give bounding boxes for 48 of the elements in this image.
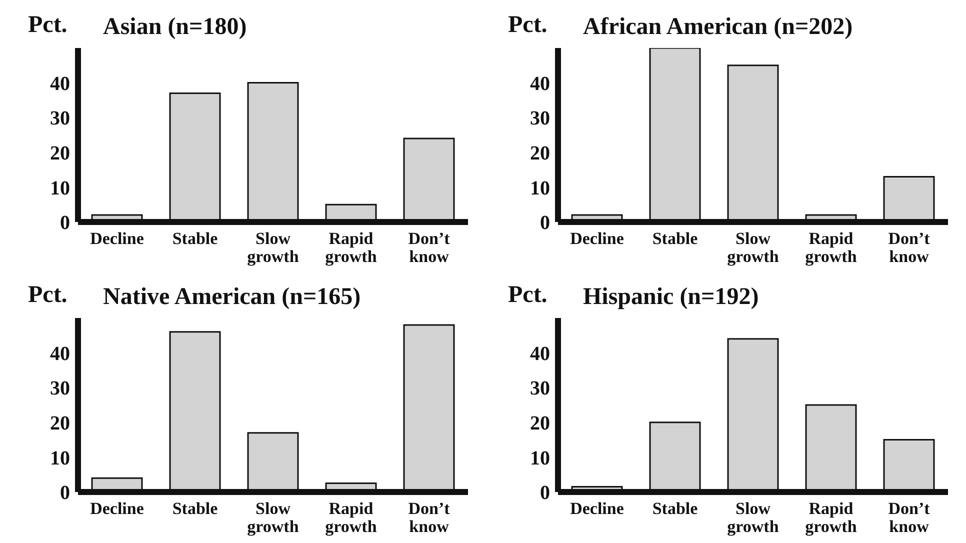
x-tick-label: Decline xyxy=(570,499,624,518)
x-tick-label: Don’t know xyxy=(888,229,930,266)
y-tick-label: 30 xyxy=(530,108,550,130)
y-tick-label: 10 xyxy=(50,177,70,200)
y-tick-label: 20 xyxy=(50,412,70,434)
x-tick-label: Don’t know xyxy=(408,229,450,266)
y-tick-label: 20 xyxy=(50,142,70,164)
chart-title: Hispanic (n=192) xyxy=(583,284,759,311)
x-tick-label: Stable xyxy=(172,229,218,248)
y-tick-label: 30 xyxy=(50,378,70,400)
y-axis-title: Pct. xyxy=(508,282,548,309)
x-tick-label: Rapid growth xyxy=(805,229,858,266)
y-tick-label: 10 xyxy=(530,447,550,470)
chart-title: African American (n=202) xyxy=(583,14,853,41)
chart-title: Native American (n=165) xyxy=(103,284,361,311)
y-tick-label: 10 xyxy=(50,447,70,470)
x-tick-label: Slow growth xyxy=(247,499,300,536)
y-tick-label: 0 xyxy=(540,482,550,504)
x-tick-label: Stable xyxy=(172,499,218,518)
y-tick-label: 40 xyxy=(50,342,70,365)
x-tick-label: Slow growth xyxy=(247,229,300,266)
x-tick-label: Slow growth xyxy=(727,499,780,536)
y-tick-label: 0 xyxy=(540,212,550,234)
y-tick-label: 0 xyxy=(60,482,70,504)
x-tick-label: Rapid growth xyxy=(325,229,378,266)
y-axis-title: Pct. xyxy=(28,282,68,309)
y-tick-label: 20 xyxy=(530,412,550,434)
x-tick-label: Decline xyxy=(90,229,144,248)
x-tick-label: Don’t know xyxy=(408,499,450,536)
y-tick-label: 30 xyxy=(530,378,550,400)
y-tick-label: 40 xyxy=(50,72,70,95)
y-axis-title: Pct. xyxy=(508,12,548,39)
chart-title: Asian (n=180) xyxy=(103,14,247,41)
y-axis-title: Pct. xyxy=(28,12,68,39)
y-tick-label: 20 xyxy=(530,142,550,164)
x-tick-label: Decline xyxy=(90,499,144,518)
y-tick-label: 40 xyxy=(530,72,550,95)
x-tick-label: Don’t know xyxy=(888,499,930,536)
x-tick-label: Rapid growth xyxy=(805,499,858,536)
x-tick-label: Stable xyxy=(652,229,698,248)
y-tick-label: 0 xyxy=(60,212,70,234)
y-tick-label: 30 xyxy=(50,108,70,130)
x-tick-label: Rapid growth xyxy=(325,499,378,536)
y-tick-label: 40 xyxy=(530,342,550,365)
x-tick-label: Stable xyxy=(652,499,698,518)
x-tick-label: Decline xyxy=(570,229,624,248)
x-tick-label: Slow growth xyxy=(727,229,780,266)
y-tick-label: 10 xyxy=(530,177,550,200)
